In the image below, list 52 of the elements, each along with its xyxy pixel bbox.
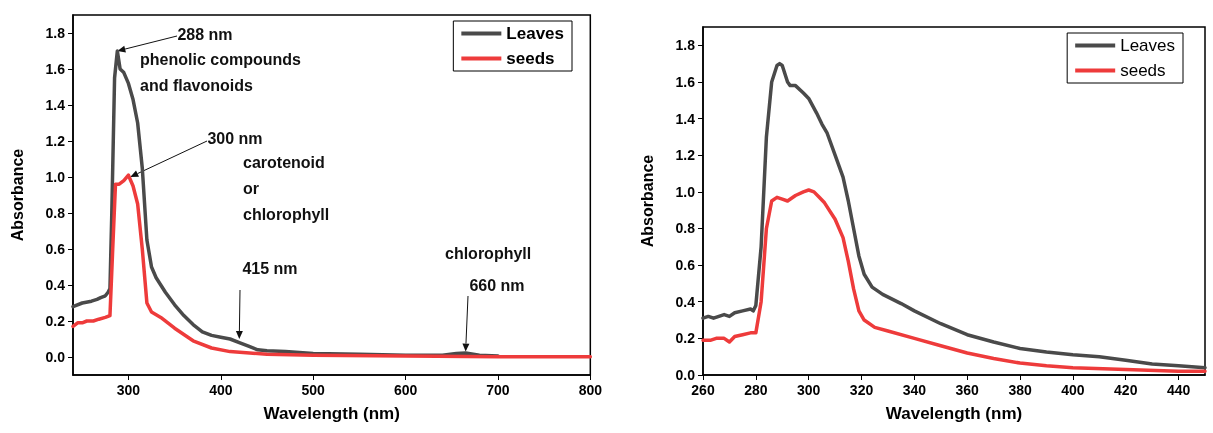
- y-tick-label: 1.0: [45, 169, 66, 185]
- y-tick-label: 0.4: [675, 293, 696, 310]
- x-tick-label: 360: [955, 382, 980, 398]
- x-tick-label: 400: [1061, 382, 1085, 398]
- y-tick-label: 0.8: [45, 205, 66, 221]
- x-tick-label: 600: [393, 382, 418, 398]
- y-tick-label: 1.8: [675, 37, 696, 54]
- annotation: 300 nm: [207, 129, 263, 147]
- y-tick-label: 0.2: [675, 330, 696, 347]
- annotation: chlorophyll: [445, 244, 532, 262]
- x-tick-label: 300: [797, 382, 821, 398]
- annotation: 415 nm: [242, 259, 298, 277]
- y-tick-label: 0.2: [45, 313, 66, 329]
- annotation: phenolic compounds and flavonoids: [140, 50, 301, 94]
- y-tick-label: 0.4: [45, 277, 66, 293]
- legend-label: Leaves: [1120, 36, 1176, 55]
- x-tick-label: 800: [578, 382, 603, 398]
- y-tick-label: 0.0: [675, 367, 696, 383]
- y-tick-label: 1.4: [675, 110, 696, 127]
- annotation: 660 nm: [469, 276, 525, 294]
- x-tick-label: 420: [1114, 382, 1138, 398]
- x-tick-label: 440: [1166, 382, 1191, 398]
- x-tick-label: 320: [849, 382, 874, 398]
- legend-label: seeds: [506, 49, 555, 68]
- line-series: [701, 61, 1207, 370]
- annotation: carotenoid or chlorophyll: [243, 153, 330, 223]
- legend-label: seeds: [1120, 61, 1166, 80]
- y-tick-label: 0.0: [45, 349, 66, 365]
- y-tick-label: 0.6: [675, 257, 696, 274]
- x-tick-label: 280: [744, 382, 768, 398]
- x-axis-title: Wavelength (nm): [885, 404, 1023, 423]
- y-tick-label: 1.2: [45, 133, 66, 149]
- y-axis-title: Absorbance: [8, 148, 26, 242]
- legend-label: Leaves: [506, 24, 565, 43]
- y-tick-label: 1.6: [675, 73, 696, 90]
- y-tick-label: 0.8: [675, 220, 696, 237]
- x-tick-label: 260: [691, 382, 715, 398]
- x-tick-label: 340: [902, 382, 927, 398]
- y-tick-label: 1.0: [675, 183, 696, 200]
- x-tick-label: 300: [116, 382, 141, 398]
- y-tick-label: 0.6: [45, 241, 66, 257]
- y-tick-label: 1.8: [45, 25, 66, 41]
- x-tick-label: 400: [209, 382, 233, 398]
- y-tick-label: 1.6: [45, 61, 66, 77]
- y-tick-label: 1.2: [675, 147, 696, 164]
- x-tick-label: 500: [301, 382, 326, 398]
- y-axis-title: Absorbance: [638, 154, 656, 248]
- x-tick-label: 380: [1008, 382, 1032, 398]
- x-tick-label: 700: [486, 382, 510, 398]
- annotation: 288 nm: [177, 25, 233, 43]
- x-axis-title: Wavelength (nm): [263, 404, 400, 423]
- y-tick-label: 1.4: [45, 97, 66, 113]
